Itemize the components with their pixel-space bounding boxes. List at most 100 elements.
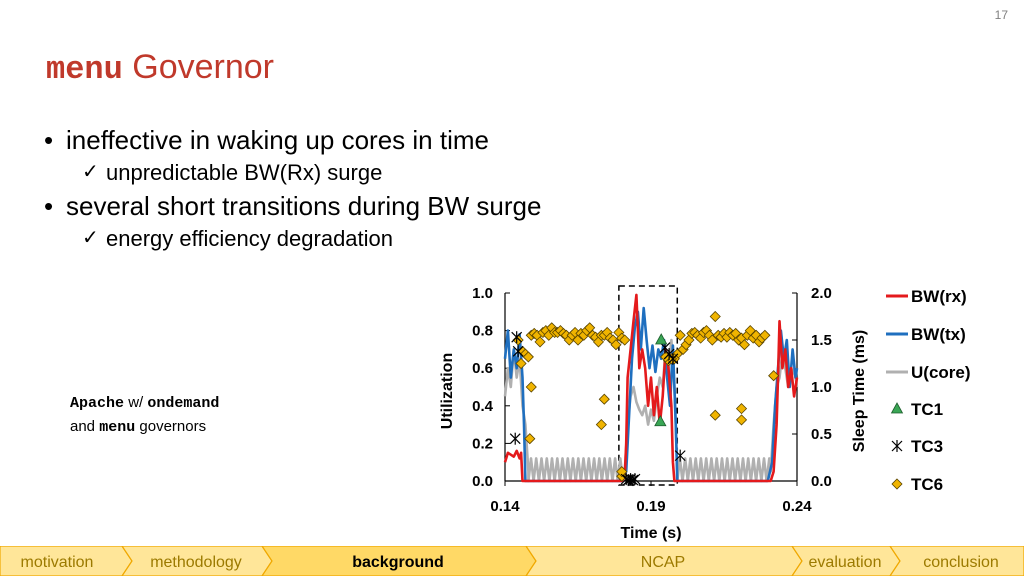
marker-tc3	[674, 449, 686, 462]
right-tick-label: 1.0	[811, 379, 832, 396]
nav-item-evaluation[interactable]: evaluation	[791, 546, 901, 576]
marker-tc6	[759, 329, 771, 341]
marker-tc3	[511, 331, 523, 344]
series-markers-tc6	[512, 310, 780, 482]
nav-item-shape	[525, 546, 803, 576]
sub-bullet-text: energy efficiency degradation	[106, 225, 394, 251]
marker-tc6	[735, 403, 748, 415]
marker-tc6	[616, 466, 628, 478]
legend-label: TC1	[911, 400, 943, 419]
nav-item-shape	[889, 546, 1024, 576]
bullet-item: ineffective in waking up cores in time	[44, 124, 541, 157]
legend-swatch-tc3	[891, 440, 903, 452]
marker-tc6	[534, 336, 546, 348]
bullet-list: ineffective in waking up cores in time ✓…	[44, 124, 541, 256]
left-axis-title: Utilization	[439, 353, 456, 429]
marker-tc3	[629, 473, 641, 486]
left-tick-label: 0.4	[472, 398, 494, 415]
sub-bullet-text: unpredictable BW(Rx) surge	[106, 159, 383, 185]
bullet-item: several short transitions during BW surg…	[44, 190, 541, 223]
series-markers-tc1	[654, 333, 668, 427]
marker-tc6	[598, 393, 610, 405]
legend-label: TC3	[911, 437, 943, 456]
marker-tc3	[512, 345, 524, 358]
left-tick-label: 0.0	[472, 473, 493, 490]
caption-apache: Apache	[70, 395, 125, 412]
nav-item-shape	[121, 546, 273, 576]
caption-line-2: and menu governors	[70, 416, 219, 440]
marker-tc6	[768, 370, 780, 382]
nav-item-background[interactable]: background	[261, 546, 537, 576]
marker-tc6	[619, 334, 631, 346]
checkmark-icon: ✓	[82, 158, 99, 183]
marker-tc6	[595, 419, 607, 431]
marker-tc1	[654, 414, 667, 427]
nav-item-conclusion[interactable]: conclusion	[889, 546, 1024, 576]
left-tick-label: 1.0	[472, 285, 493, 302]
x-tick-label: 0.14	[490, 498, 520, 515]
marker-tc3	[667, 352, 679, 365]
nav-item-label: conclusion	[923, 554, 999, 571]
nav-item-methodology[interactable]: methodology	[121, 546, 273, 576]
marker-tc3	[627, 474, 639, 487]
chart-caption: Apache w/ ondemand and menu governors	[70, 392, 219, 439]
x-axis-title: Time (s)	[620, 525, 681, 542]
left-tick-label: 0.6	[472, 360, 493, 377]
nav-item-shape	[791, 546, 901, 576]
legend-swatch-tc6	[891, 478, 903, 490]
marker-tc6	[515, 357, 527, 370]
marker-tc6	[709, 310, 721, 323]
nav-item-label: evaluation	[809, 554, 882, 571]
sub-bullet-item: ✓ unpredictable BW(Rx) surge	[44, 159, 541, 187]
nav-item-label: background	[352, 554, 444, 571]
sub-bullet-item: ✓ energy efficiency degradation	[44, 225, 541, 253]
left-tick-label: 0.8	[472, 323, 493, 340]
plot-area: 0.0 0.2 0.4 0.6 0.8 1.0 0.0 0.5 1.0 1.5 2.0 0.14 0.1…	[472, 285, 832, 515]
marker-tc6	[738, 339, 751, 351]
legend: BW(rx) BW(tx) U(core) TC1 TC3 TC6	[886, 287, 971, 494]
right-axis-title: Sleep Time (ms)	[851, 330, 868, 452]
right-tick-label: 1.5	[811, 332, 832, 349]
nav-item-ncap[interactable]: NCAP	[525, 546, 803, 576]
legend-label: BW(tx)	[911, 325, 966, 344]
nav-item-label: NCAP	[641, 554, 685, 571]
nav-item-label: methodology	[150, 554, 242, 571]
caption-menu: menu	[99, 418, 136, 436]
marker-tc6	[525, 381, 537, 393]
left-tick-label: 0.2	[472, 435, 493, 452]
nav-item-motivation[interactable]: motivation	[0, 546, 133, 576]
marker-tc6	[709, 409, 721, 421]
section-nav-bar: motivation methodology background NCAP evalu…	[0, 546, 1024, 576]
checkmark-icon: ✓	[82, 224, 99, 249]
caption-with: w/	[128, 394, 144, 411]
series-line-u-core	[503, 338, 799, 483]
x-tick-label: 0.19	[636, 498, 665, 515]
series-markers-tc3	[509, 331, 686, 487]
marker-tc6	[674, 329, 686, 341]
title-code-word: menu	[46, 51, 123, 88]
title-text: Governor	[132, 48, 274, 86]
right-tick-label: 0.0	[811, 473, 832, 490]
highlight-box	[618, 285, 679, 486]
legend-label: TC6	[911, 475, 943, 494]
series-line-bw-rx	[503, 293, 799, 483]
marker-tc6	[735, 414, 748, 426]
marker-tc3	[509, 432, 521, 445]
legend-swatch-tc1	[890, 402, 904, 414]
slide-title: menu Governor	[46, 48, 274, 88]
right-tick-label: 0.5	[811, 426, 832, 443]
marker-tc6	[522, 351, 534, 363]
nav-item-label: motivation	[21, 554, 94, 571]
nav-item-shape	[261, 546, 537, 576]
marker-tc6	[610, 339, 622, 351]
caption-governors: governors	[139, 417, 207, 435]
x-tick-label: 0.24	[782, 498, 812, 515]
marker-tc1	[655, 333, 668, 345]
caption-ondemand: ondemand	[147, 395, 220, 412]
caption-line-1: Apache w/ ondemand	[70, 392, 219, 416]
chart: 0.0 0.2 0.4 0.6 0.8 1.0 0.0 0.5 1.0 1.5 2.0 0.14 0.1…	[439, 285, 971, 542]
page-number: 17	[994, 8, 1008, 22]
legend-label: BW(rx)	[911, 287, 967, 306]
legend-label: U(core)	[911, 363, 971, 382]
caption-and: and	[70, 417, 96, 435]
